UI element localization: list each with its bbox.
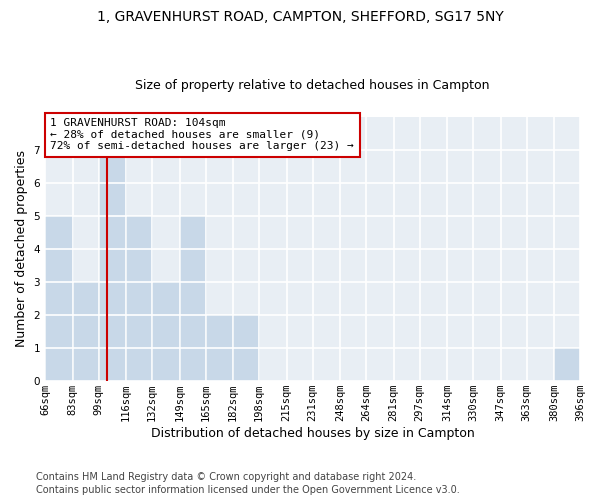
Text: 1 GRAVENHURST ROAD: 104sqm
← 28% of detached houses are smaller (9)
72% of semi-: 1 GRAVENHURST ROAD: 104sqm ← 28% of deta… bbox=[50, 118, 354, 152]
Bar bbox=[554, 348, 580, 381]
Text: Contains public sector information licensed under the Open Government Licence v3: Contains public sector information licen… bbox=[36, 485, 460, 495]
Title: Size of property relative to detached houses in Campton: Size of property relative to detached ho… bbox=[135, 79, 490, 92]
Bar bbox=[152, 282, 179, 381]
Y-axis label: Number of detached properties: Number of detached properties bbox=[15, 150, 28, 348]
Bar bbox=[45, 216, 73, 381]
Bar bbox=[126, 216, 152, 381]
Bar bbox=[73, 282, 98, 381]
X-axis label: Distribution of detached houses by size in Campton: Distribution of detached houses by size … bbox=[151, 427, 475, 440]
Text: Contains HM Land Registry data © Crown copyright and database right 2024.: Contains HM Land Registry data © Crown c… bbox=[36, 472, 416, 482]
Bar bbox=[233, 315, 259, 381]
Bar bbox=[179, 216, 206, 381]
Text: 1, GRAVENHURST ROAD, CAMPTON, SHEFFORD, SG17 5NY: 1, GRAVENHURST ROAD, CAMPTON, SHEFFORD, … bbox=[97, 10, 503, 24]
Bar bbox=[206, 315, 233, 381]
Bar bbox=[98, 150, 126, 381]
